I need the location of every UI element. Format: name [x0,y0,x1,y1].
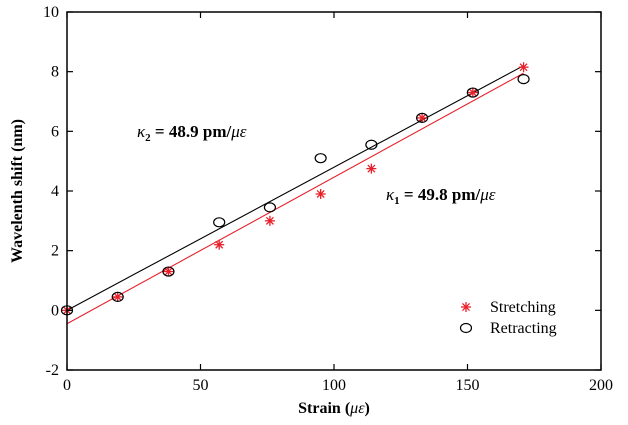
point-retracting-6 [365,139,378,150]
x-tick-label: 50 [193,377,209,394]
point-stretching-7-stroke [418,113,427,122]
annotation-kappa1-subscript: 1 [394,195,400,207]
point-retracting-9 [517,74,530,85]
x-axis-label-unit: με [349,400,365,417]
point-stretching-9-stroke [519,63,528,72]
point-stretching-1 [112,291,123,302]
point-retracting-1 [111,291,124,303]
point-stretching-9 [518,62,529,73]
y-tick-label: 6 [51,123,59,140]
point-stretching-2-stroke [164,267,173,276]
y-tick-label: 2 [51,243,59,260]
x-axis-label-text: Strain ( [298,400,350,417]
point-retracting-3 [213,217,226,228]
point-stretching-4 [264,215,275,226]
legend-label-stretching: Stretching [490,299,556,316]
x-tick-label: 150 [456,377,480,394]
annotation-kappa1-symbol: κ [386,185,395,204]
y-tick-label: 8 [51,64,59,81]
annotation-kappa2-symbol: κ [137,122,146,141]
point-stretching-8 [467,87,478,98]
legend-marker-stretching [461,302,471,312]
x-tick-label: 0 [63,377,71,394]
legend-marker-stretching-stroke [462,303,470,311]
y-axis-label: Wavelenth shift (nm) [9,119,26,263]
annotation-kappa2: κ2 = 48.9 pm/με [137,122,247,144]
y-tick-label: 0 [51,302,59,319]
point-retracting-8 [466,87,479,98]
point-retracting-4 [263,202,277,213]
y-tick-label: 10 [43,4,59,21]
annotation-kappa2-unit: με [230,122,247,141]
point-stretching-6 [366,163,377,174]
plot-frame [66,11,602,371]
fit-lines [66,65,524,325]
y-tick-label: -2 [46,362,59,379]
legend-label-retracting: Retracting [490,320,557,337]
point-stretching-3 [214,239,225,250]
legend: Stretching Retracting [459,299,557,337]
data-points [60,62,530,316]
point-stretching-1-stroke [113,292,122,301]
y-tick-label: 4 [51,183,59,200]
x-tick-label: 100 [322,377,346,394]
x-axis-label-close: ) [365,400,370,417]
point-stretching-5-stroke [316,189,325,198]
point-stretching-5 [315,188,326,199]
annotation-kappa1-value: = 49.8 pm/ [400,185,481,204]
x-tick-label: 200 [589,377,613,394]
fit-line-1 [66,65,524,311]
point-stretching-7 [417,112,428,123]
legend-marker-retracting [459,322,473,334]
point-stretching-2 [163,266,174,277]
point-retracting-7 [416,112,429,124]
annotation-kappa2-subscript: 2 [145,132,151,144]
point-retracting-5 [314,153,327,164]
point-stretching-6-stroke [367,164,376,173]
point-stretching-4-stroke [265,216,274,225]
annotation-kappa1-unit: με [479,185,496,204]
x-axis-label: Strain (με) [298,400,370,417]
annotation-kappa1: κ1 = 49.8 pm/με [386,185,496,207]
annotation-kappa2-value: = 48.9 pm/ [151,122,232,141]
point-stretching-3-stroke [215,240,224,249]
point-stretching-8-stroke [468,88,477,97]
fit-line-2 [66,72,524,325]
point-retracting-2 [162,266,175,277]
